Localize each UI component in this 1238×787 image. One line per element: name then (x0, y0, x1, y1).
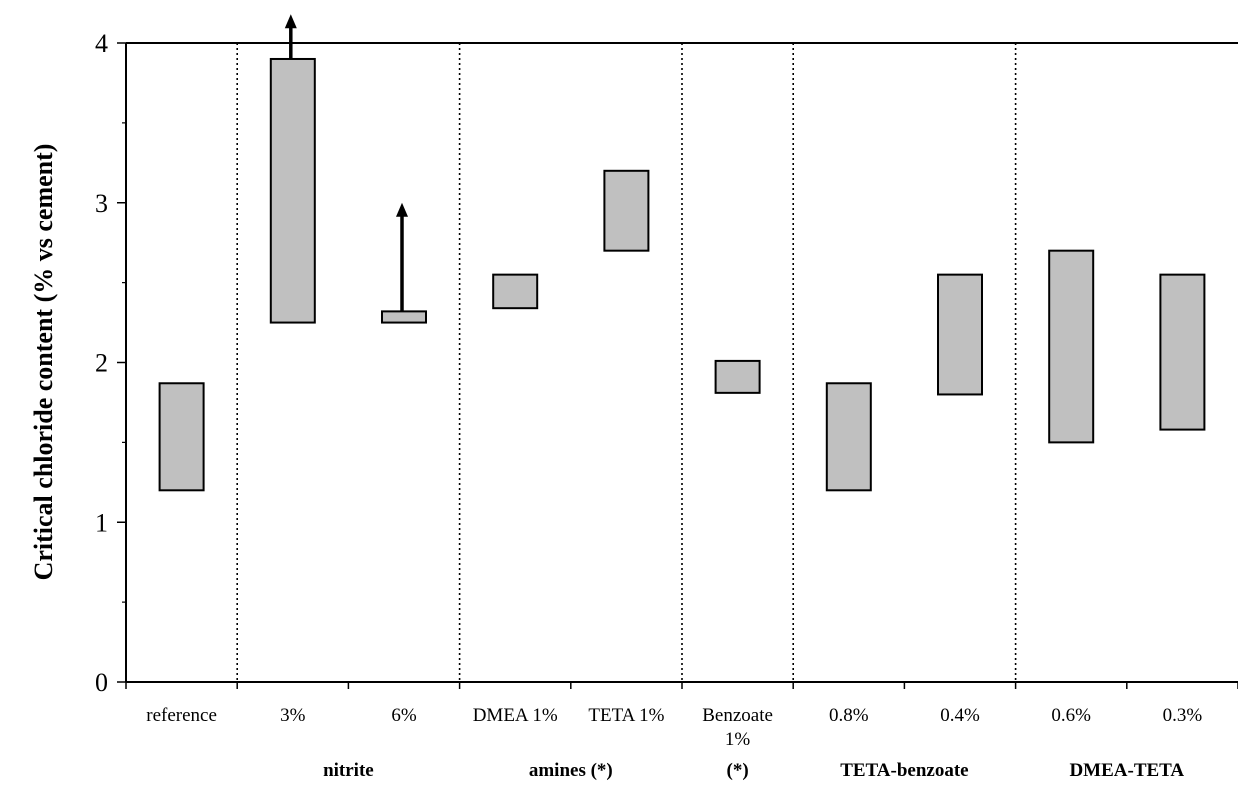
category-label: 6% (391, 705, 417, 726)
group-labels: nitrite amines (*) (*) TETA-benzoate DMEA-TE… (323, 760, 1184, 781)
up-arrow-head (284, 14, 297, 29)
range-bar (492, 273, 539, 310)
y-tick-label: 2 (95, 349, 108, 378)
y-tick-label: 0 (95, 668, 108, 697)
y-tick-label: 4 (95, 29, 108, 58)
category-label: 0.8% (829, 705, 869, 726)
y-tick-label: 1 (95, 508, 108, 537)
category-label: DMEA 1% (473, 705, 558, 726)
category-labels: reference 3% 6% DMEA 1% TETA 1% Benzoate 1% 0.8… (146, 705, 1202, 750)
bars (158, 57, 1206, 492)
range-bar (603, 169, 650, 252)
range-bar (381, 310, 427, 324)
category-label: 0.4% (940, 705, 980, 726)
range-bar (937, 273, 983, 396)
y-axis: 0 1 2 3 4 (95, 29, 126, 697)
category-label: 1% (725, 729, 751, 750)
category-label: TETA 1% (588, 705, 664, 726)
range-bar (825, 382, 872, 492)
group-label: TETA-benzoate (840, 760, 968, 781)
category-label: 0.3% (1163, 705, 1203, 726)
range-bar (1159, 273, 1206, 431)
up-arrow-head (396, 202, 408, 217)
arrows (284, 14, 408, 312)
category-label: Benzoate (702, 705, 773, 726)
range-bar (1048, 249, 1095, 444)
group-label: DMEA-TETA (1069, 760, 1184, 781)
range-bar (269, 57, 316, 324)
y-axis-title: Critical chloride content (% vs cement) (29, 144, 58, 581)
group-label: nitrite (323, 760, 374, 781)
category-label: reference (146, 705, 217, 726)
group-separators (236, 43, 1017, 682)
y-tick-label: 3 (95, 189, 108, 218)
group-label: amines (*) (529, 760, 613, 781)
group-label: (*) (727, 760, 749, 781)
category-label: 3% (280, 705, 306, 726)
range-bar (158, 382, 205, 492)
range-bar (714, 359, 761, 394)
category-label: 0.6% (1051, 705, 1091, 726)
